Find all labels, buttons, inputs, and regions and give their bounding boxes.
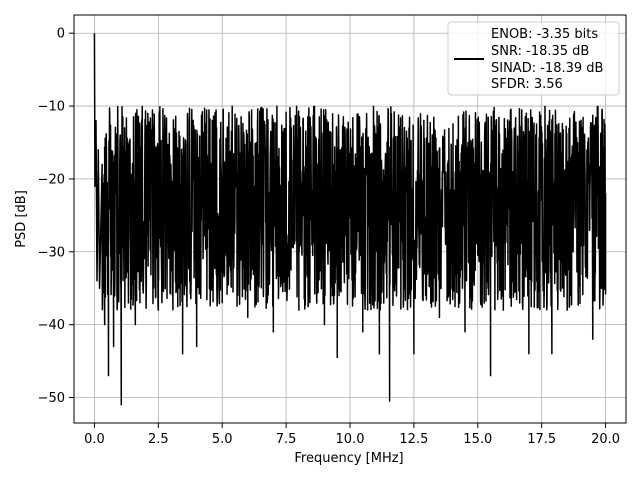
legend-box [447, 21, 620, 96]
series-layer [93, 33, 607, 406]
x-tick-label: 7.5 [276, 432, 297, 447]
x-axis-label: Frequency [MHz] [294, 451, 403, 466]
x-tick-label: 10.0 [336, 432, 365, 447]
ticks: 0.0 2.5 5.0 7.5 10.0 12.5 15.0 17.5 20.0 0 −10 −20 −… [38, 27, 620, 447]
psd-series-line [93, 33, 607, 406]
x-tick-label: 17.5 [527, 432, 556, 447]
y-tick-label: −30 [38, 245, 65, 260]
x-tick-label: 5.0 [212, 432, 233, 447]
x-tick-label: 15.0 [463, 432, 492, 447]
x-tick-label: 0.0 [84, 432, 105, 447]
y-tick-label: −40 [38, 318, 65, 333]
x-tick-label: 20.0 [591, 432, 620, 447]
y-tick-label: −20 [38, 172, 65, 187]
legend-enob: ENOB: -3.35 bits [491, 27, 598, 42]
legend-sinad: SINAD: -18.39 dB [491, 61, 603, 76]
legend-snr: SNR: -18.35 dB [491, 44, 589, 59]
y-tick-label: −50 [38, 391, 65, 406]
x-tick-label: 12.5 [399, 432, 428, 447]
legend: ENOB: -3.35 bits SNR: -18.35 dB SINAD: -… [447, 21, 620, 96]
y-axis-label: PSD [dB] [14, 190, 29, 248]
y-tick-label: −10 [38, 100, 65, 115]
y-tick-label: 0 [57, 27, 65, 42]
x-tick-label: 2.5 [148, 432, 169, 447]
legend-sfdr: SFDR: 3.56 [491, 77, 563, 92]
